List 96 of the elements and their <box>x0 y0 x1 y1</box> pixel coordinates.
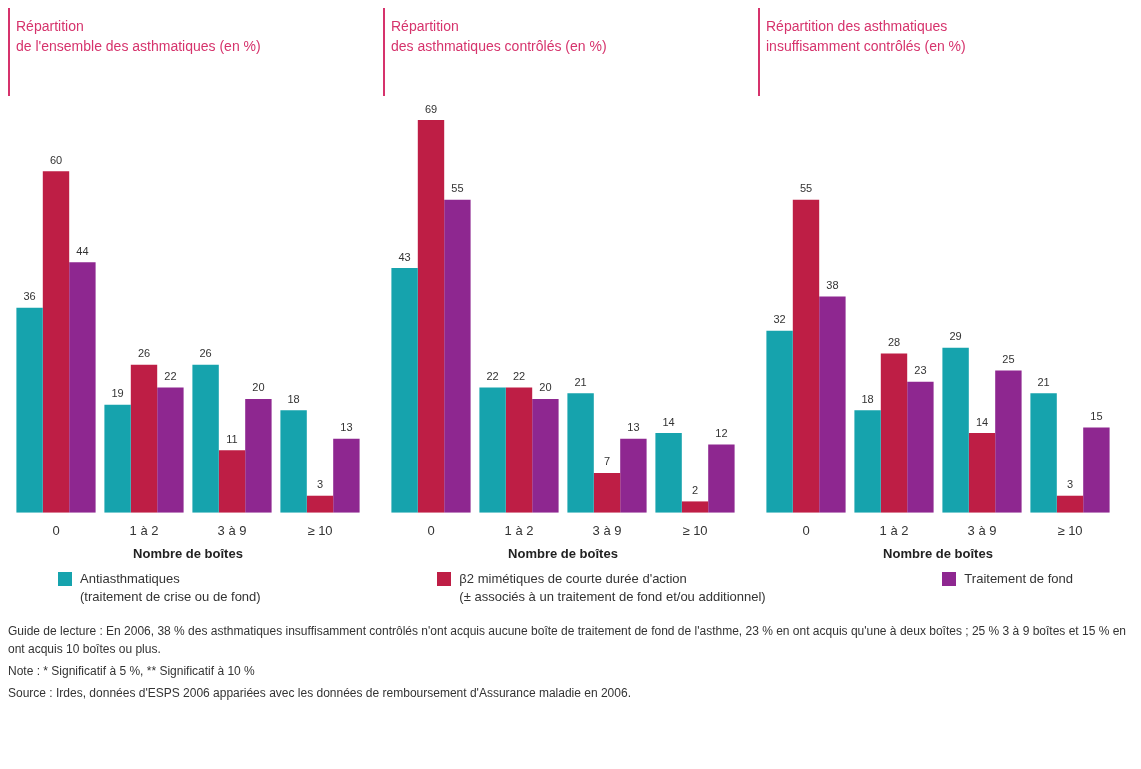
data-label: 20 <box>252 381 265 394</box>
bar <box>1056 495 1084 513</box>
data-label: 32 <box>773 313 786 326</box>
legend-label: Antiasthmatiques (traitement de crise ou de fond) <box>80 570 261 606</box>
data-label: 18 <box>861 392 874 405</box>
bar <box>157 387 184 513</box>
x-tick-label: 3 à 9 <box>592 523 622 539</box>
x-tick-label: 0 <box>427 523 435 539</box>
legend-label: β2 mimétiques de courte durée d'action (± associés à un traitement de fond et/ou additionnel) <box>459 570 766 606</box>
bar <box>655 433 682 513</box>
data-label: 7 <box>603 455 611 468</box>
bar <box>708 444 735 513</box>
bar <box>620 438 647 513</box>
bar <box>681 501 709 513</box>
bar <box>192 364 219 513</box>
data-label: 25 <box>1002 353 1015 366</box>
data-label: 22 <box>486 370 499 383</box>
data-label: 13 <box>627 421 640 434</box>
bar <box>532 398 559 513</box>
bar <box>69 262 96 513</box>
bar <box>333 438 360 513</box>
chart-title: Répartition des asthmatiques contrôlés (en %) <box>383 8 753 96</box>
x-tick-label: ≥ 10 <box>307 523 333 539</box>
data-label: 3 <box>316 478 324 491</box>
data-label: 21 <box>574 375 587 388</box>
x-tick-label: ≥ 10 <box>682 523 708 539</box>
x-tick-label: 3 à 9 <box>217 523 247 539</box>
data-label: 23 <box>914 364 927 377</box>
bar <box>391 268 418 513</box>
text: Note : * Significatif à 5 %, ** Significatif à 10 % <box>8 663 256 680</box>
data-label: 3 <box>1066 478 1074 491</box>
bar <box>218 450 246 513</box>
data-label: 26 <box>199 347 212 360</box>
bar <box>417 120 445 513</box>
bar <box>306 495 334 513</box>
data-label: 19 <box>111 387 124 400</box>
data-label: 55 <box>799 182 813 195</box>
x-axis-title: Nombre de boîtes <box>133 545 243 561</box>
data-label: 11 <box>226 432 238 445</box>
x-tick-label: 1 à 2 <box>879 523 909 539</box>
data-label: 2 <box>691 483 699 496</box>
data-label: 18 <box>287 392 300 405</box>
data-label: 29 <box>949 330 962 343</box>
bar <box>792 199 820 513</box>
bar <box>907 381 934 513</box>
x-tick-label: 1 à 2 <box>129 523 159 539</box>
data-label: 21 <box>1037 375 1050 388</box>
bar <box>505 387 533 513</box>
bar <box>16 307 43 513</box>
chart-title: Répartition de l'ensemble des asthmatiques (en %) <box>8 8 378 96</box>
bar <box>1030 393 1057 513</box>
bar <box>104 404 131 513</box>
data-label: 26 <box>137 347 151 360</box>
bar <box>880 353 908 513</box>
data-label: 13 <box>340 421 353 434</box>
data-label: 15 <box>1090 409 1103 422</box>
bar <box>479 387 506 513</box>
data-label: 20 <box>539 381 552 394</box>
x-tick-label: 0 <box>52 523 60 539</box>
bar <box>1083 427 1110 513</box>
data-label: 55 <box>451 182 464 195</box>
source-note: Source : Irdes, données d'ESPS 2006 appariées avec les données de remboursement d'Assurance maladie en 2006. <box>8 685 632 702</box>
bar <box>593 472 621 513</box>
text: Guide de lecture : En 2006, 38 % des asthmatiques insuffisamment contrôlés n'ont acquis aucune boîte de traitement de fond de l'asthme, 23 % en ont acquis qu'une à deux boîtes ; 25 % 3 à 9 boîtes et 15 % en ont acquis 10 boîtes ou plus. <box>8 623 1128 658</box>
bar <box>995 370 1022 513</box>
x-tick-label: 1 à 2 <box>504 523 534 539</box>
bar <box>42 171 70 513</box>
bar <box>942 347 969 513</box>
x-axis-title: Nombre de boîtes <box>883 545 993 561</box>
data-label: 43 <box>398 250 411 263</box>
x-tick-label: 3 à 9 <box>967 523 997 539</box>
bar <box>567 393 594 513</box>
data-label: 44 <box>76 244 89 257</box>
bar <box>280 410 307 513</box>
x-tick-label: 0 <box>802 523 810 539</box>
data-label: 14 <box>662 415 675 428</box>
x-axis-title: Nombre de boîtes <box>508 545 618 561</box>
data-label: 14 <box>975 415 989 428</box>
bar <box>968 433 996 513</box>
legend-label: Traitement de fond <box>964 570 1073 588</box>
chart-title: Répartition des asthmatiques insuffisamment contrôlés (en %) <box>758 8 1128 96</box>
data-label: 36 <box>23 290 36 303</box>
bar <box>130 364 158 513</box>
bar <box>444 199 471 513</box>
bar <box>766 330 793 513</box>
bar <box>245 398 272 513</box>
bar <box>854 410 881 513</box>
data-label: 60 <box>49 153 63 166</box>
data-label: 22 <box>512 370 526 383</box>
data-label: 22 <box>164 370 177 383</box>
bar <box>819 296 846 513</box>
data-label: 28 <box>887 335 901 348</box>
data-label: 12 <box>715 427 728 440</box>
data-label: 69 <box>424 102 438 115</box>
x-tick-label: ≥ 10 <box>1057 523 1083 539</box>
data-label: 38 <box>826 279 839 292</box>
